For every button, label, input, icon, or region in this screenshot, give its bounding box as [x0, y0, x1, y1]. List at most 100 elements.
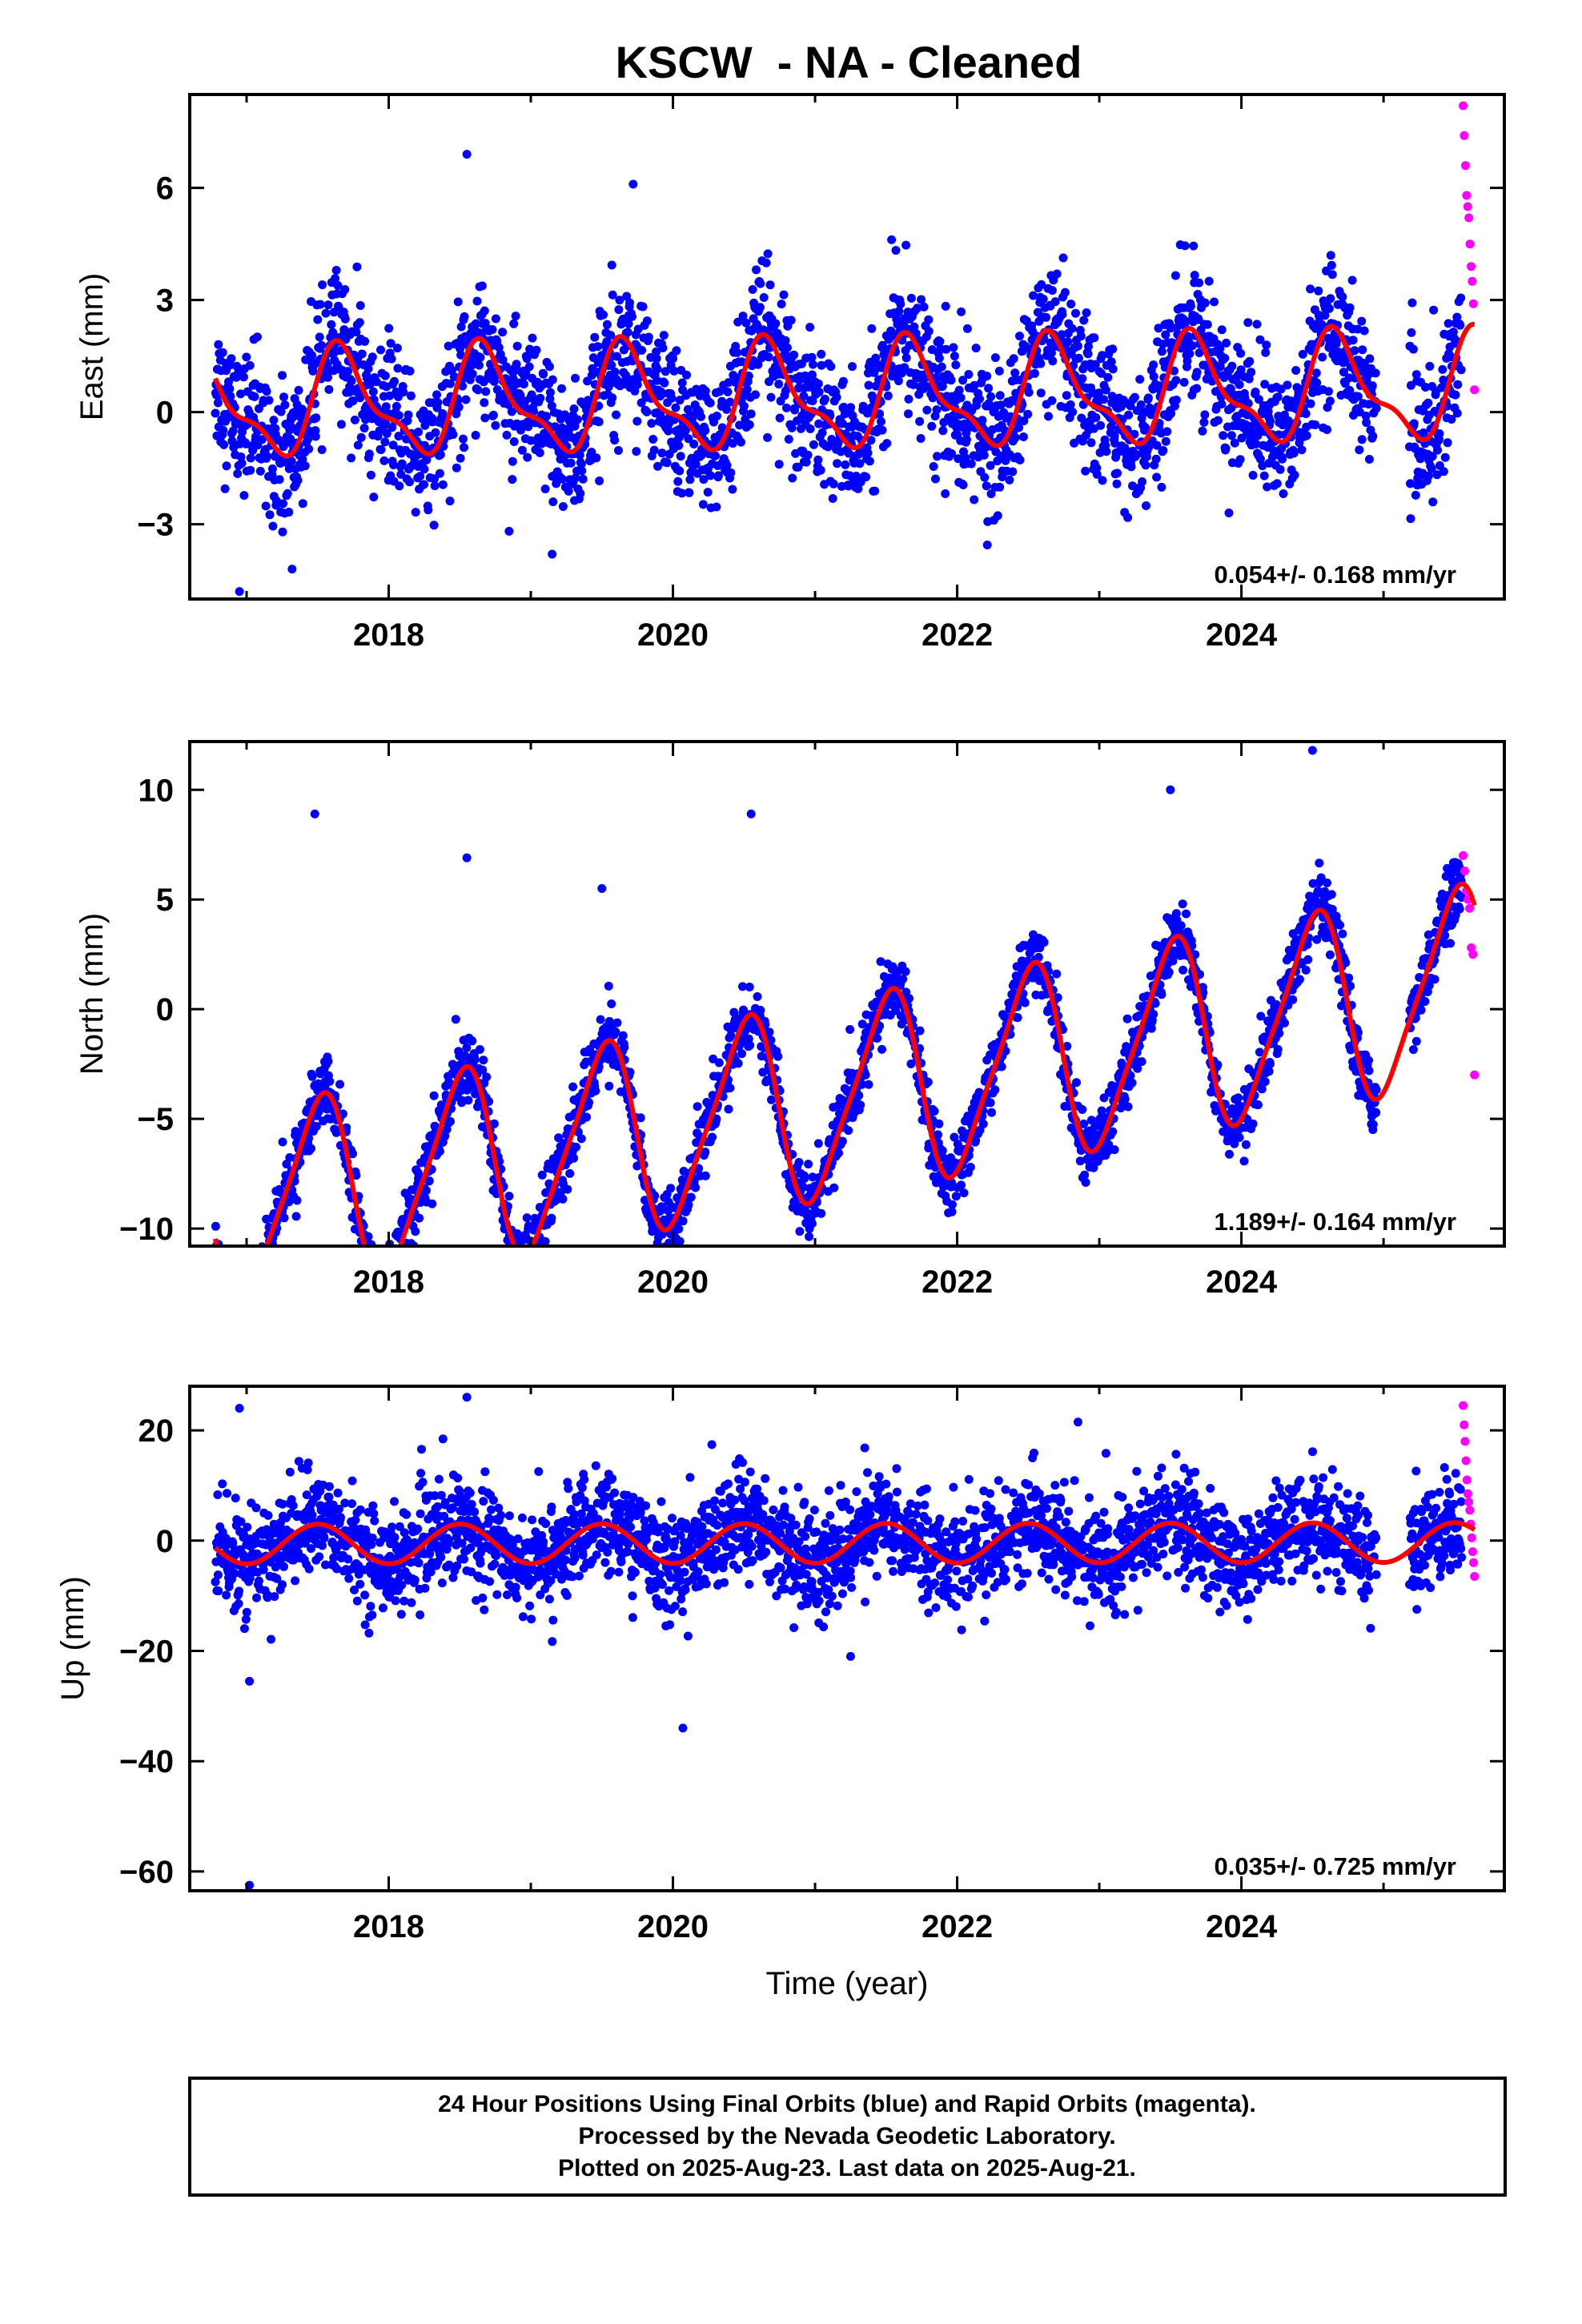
north-point: [372, 1312, 381, 1321]
north-point: [516, 1287, 525, 1296]
east-y-tick-label: −3: [137, 508, 174, 543]
east-point: [348, 396, 358, 406]
east-point: [1338, 292, 1347, 302]
east-point: [393, 364, 403, 373]
east-point: [975, 394, 984, 404]
east-point: [712, 412, 721, 420]
east-point: [1015, 332, 1024, 341]
north-point: [1127, 1078, 1137, 1088]
east-point: [1230, 438, 1239, 448]
east-point: [429, 521, 439, 530]
east-point: [1136, 400, 1146, 409]
north-point: [246, 1290, 255, 1299]
east-point: [615, 296, 624, 305]
east-point: [1258, 461, 1267, 471]
north-point: [235, 1317, 243, 1326]
east-point: [583, 376, 592, 386]
east-point: [1252, 320, 1262, 329]
east-point: [461, 395, 471, 404]
east-point: [265, 510, 275, 520]
north-point: [1137, 1057, 1146, 1067]
north-point: [256, 1256, 265, 1265]
east-point: [570, 421, 580, 431]
east-point: [1009, 354, 1018, 364]
east-point: [380, 371, 390, 380]
north-point: [216, 1268, 225, 1277]
east-point: [612, 352, 621, 361]
north-point: [220, 1297, 229, 1305]
east-point: [536, 393, 545, 403]
north-point: [368, 1255, 377, 1264]
north-point: [251, 1264, 260, 1273]
east-point: [858, 401, 868, 411]
east-point: [352, 262, 362, 271]
north-point: [714, 1058, 724, 1068]
east-point: [1439, 376, 1448, 384]
north-point: [380, 1254, 389, 1263]
east-point: [994, 366, 1004, 376]
east-point: [389, 460, 398, 469]
east-point: [1301, 409, 1311, 419]
north-point: [934, 1130, 942, 1140]
east-point: [1005, 475, 1014, 485]
north-point: [745, 983, 754, 991]
north-point: [528, 1254, 537, 1263]
east-point: [252, 332, 262, 342]
east-point: [928, 393, 938, 403]
east-point: [814, 419, 824, 428]
east-point: [476, 352, 485, 362]
east-point: [799, 392, 809, 400]
north-point: [342, 1123, 351, 1132]
north-point: [226, 1295, 235, 1304]
east-point: [456, 344, 465, 353]
east-point: [1435, 429, 1444, 438]
east-point: [364, 449, 374, 459]
north-point: [226, 1301, 235, 1310]
east-point: [1358, 345, 1367, 355]
east-point: [1171, 396, 1181, 404]
east-point: [351, 328, 361, 337]
north-point: [666, 1184, 676, 1193]
north-point: [351, 1171, 361, 1180]
east-point: [379, 456, 389, 465]
east-point: [395, 481, 404, 491]
east-point: [1219, 431, 1228, 440]
north-point: [250, 1292, 259, 1301]
east-point: [1440, 452, 1450, 462]
east-point: [1143, 393, 1153, 403]
north-point: [225, 1301, 234, 1309]
east-point: [672, 346, 681, 356]
north-point: [415, 1213, 424, 1223]
north-point: [223, 1297, 232, 1305]
east-point: [293, 476, 303, 485]
east-point: [313, 315, 323, 324]
east-point: [388, 440, 398, 450]
east-point: [933, 452, 942, 461]
east-point: [1433, 445, 1442, 455]
east-point: [1178, 315, 1188, 324]
east-point: [446, 379, 455, 388]
north-point: [767, 1095, 776, 1104]
east-point: [1084, 342, 1093, 352]
east-point: [677, 489, 687, 498]
east-point: [801, 457, 811, 467]
north-point: [1078, 1105, 1087, 1114]
east-point: [685, 475, 695, 485]
north-point: [248, 1285, 257, 1293]
north-point: [424, 1176, 434, 1186]
east-point: [456, 322, 466, 332]
east-point: [545, 394, 555, 404]
east-point: [728, 485, 737, 494]
east-point: [941, 489, 950, 498]
east-point: [675, 466, 685, 476]
east-point: [1227, 361, 1237, 371]
north-point: [236, 1287, 245, 1296]
east-point: [817, 349, 826, 359]
north-point: [256, 1285, 265, 1293]
east-point: [1407, 328, 1416, 337]
east-point: [1408, 344, 1418, 354]
east-point: [1425, 361, 1435, 371]
north-point: [263, 1277, 271, 1285]
east-point: [1047, 286, 1057, 296]
east-point: [280, 400, 290, 410]
